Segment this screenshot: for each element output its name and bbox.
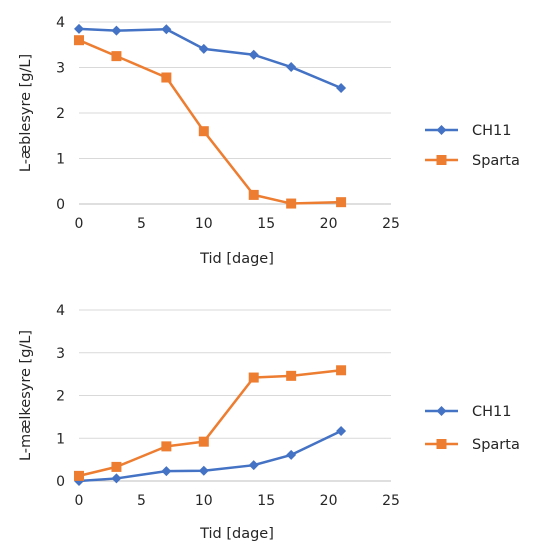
x-axis-title: Tid [dage]	[199, 526, 274, 542]
legend-entry: CH11	[425, 123, 511, 139]
data-point	[248, 460, 259, 471]
series-ch11	[74, 23, 347, 93]
data-point	[111, 461, 122, 472]
x-axis-title: Tid [dage]	[199, 251, 274, 267]
data-point	[161, 24, 172, 35]
y-tick-label: 3	[56, 346, 65, 362]
legend-marker	[436, 406, 447, 416]
data-point	[198, 126, 209, 137]
x-tick-label: 10	[195, 493, 213, 509]
x-tick-label: 15	[257, 216, 275, 232]
data-point	[286, 370, 297, 381]
y-tick-label: 1	[56, 152, 65, 168]
data-point	[286, 449, 297, 460]
data-point	[198, 43, 209, 54]
data-point	[248, 189, 259, 200]
legend-label: Sparta	[472, 153, 520, 169]
legend-marker	[436, 125, 447, 135]
data-point	[336, 365, 347, 376]
data-point	[248, 372, 259, 383]
y-axis-title: L-mælkesyre [g/L]	[18, 330, 34, 461]
legend-label: Sparta	[472, 437, 520, 453]
data-point	[161, 441, 172, 452]
series-line	[78, 39, 342, 205]
x-tick-label: 5	[137, 216, 146, 232]
y-tick-label: 3	[56, 61, 65, 77]
data-point	[336, 197, 347, 208]
x-tick-label: 20	[320, 216, 338, 232]
data-point	[74, 470, 84, 481]
legend-entry: CH11	[425, 404, 511, 420]
series-sparta	[74, 35, 347, 209]
y-tick-label: 2	[56, 106, 65, 122]
data-point	[198, 436, 209, 447]
chart-2: 0 1 2 3 4 0 5 10 15 20 25 Tid [dage] L-mælkesyre [g/…	[18, 303, 520, 542]
data-point	[74, 35, 84, 46]
x-tick-label: 0	[75, 216, 84, 232]
y-tick-label: 4	[56, 303, 65, 319]
legend-label: CH11	[472, 404, 511, 420]
legend-label: CH11	[472, 123, 511, 139]
y-tick-label: 4	[56, 15, 65, 31]
x-tick-label: 25	[382, 216, 400, 232]
x-tick-label: 15	[257, 493, 275, 509]
data-point	[161, 466, 172, 477]
x-tick-label: 25	[382, 493, 400, 509]
legend-entry: Sparta	[425, 153, 520, 169]
y-tick-label: 1	[56, 431, 65, 447]
x-tick-label: 0	[75, 493, 84, 509]
y-tick-label: 0	[56, 474, 65, 490]
chart-1: 0 1 2 3 4 0 5 10 15 20 25 Tid [dage] L-æblesyre [g/L…	[18, 15, 520, 267]
data-point	[198, 465, 209, 476]
data-point	[336, 425, 347, 436]
legend-marker	[436, 155, 447, 165]
y-tick-label: 2	[56, 389, 65, 405]
legend-entry: Sparta	[425, 437, 520, 453]
series-sparta	[74, 365, 347, 481]
data-point	[286, 198, 297, 209]
data-point	[111, 25, 122, 36]
data-point	[111, 473, 122, 484]
data-point	[74, 23, 84, 34]
data-point	[111, 51, 122, 62]
data-point	[248, 49, 259, 60]
x-tick-label: 20	[320, 493, 338, 509]
x-tick-label: 5	[137, 493, 146, 509]
data-point	[161, 72, 172, 83]
y-axis-title: L-æblesyre [g/L]	[18, 54, 34, 172]
y-tick-label: 0	[56, 197, 65, 213]
series-line	[78, 369, 342, 478]
legend-marker	[436, 439, 447, 449]
data-point	[286, 62, 297, 73]
data-point	[336, 82, 347, 93]
x-tick-label: 10	[195, 216, 213, 232]
